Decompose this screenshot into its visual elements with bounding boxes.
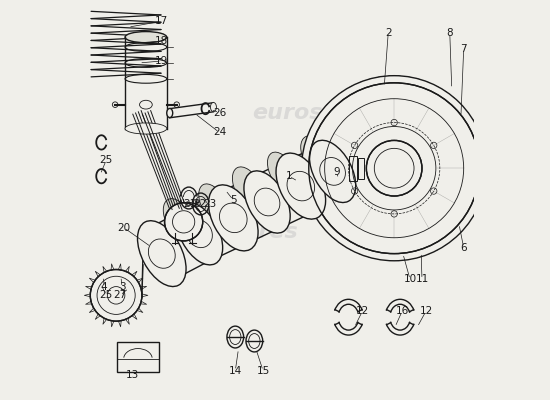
Text: 24: 24 — [213, 128, 226, 138]
Text: 14: 14 — [229, 366, 242, 376]
Text: 23: 23 — [203, 199, 216, 209]
Ellipse shape — [138, 221, 186, 286]
Text: 12: 12 — [356, 306, 369, 316]
Ellipse shape — [199, 184, 228, 224]
Text: 3: 3 — [119, 282, 125, 292]
Ellipse shape — [125, 123, 167, 134]
Text: 16: 16 — [395, 306, 409, 316]
Text: 5: 5 — [230, 195, 236, 205]
Text: 22: 22 — [193, 199, 206, 209]
Text: 10: 10 — [404, 274, 416, 284]
Ellipse shape — [177, 203, 223, 265]
Ellipse shape — [233, 167, 263, 209]
Text: 2: 2 — [385, 28, 392, 38]
Circle shape — [366, 140, 422, 196]
Text: eurospares: eurospares — [157, 222, 298, 242]
Ellipse shape — [267, 152, 297, 192]
Text: 6: 6 — [460, 243, 467, 253]
Ellipse shape — [301, 136, 332, 178]
Text: 20: 20 — [118, 223, 130, 233]
Ellipse shape — [163, 199, 195, 241]
Text: 27: 27 — [113, 290, 127, 300]
Ellipse shape — [167, 108, 173, 118]
Text: 1: 1 — [285, 171, 292, 181]
Ellipse shape — [211, 102, 216, 112]
Text: 17: 17 — [155, 16, 168, 26]
Text: 25: 25 — [100, 155, 113, 165]
Ellipse shape — [244, 171, 290, 233]
Ellipse shape — [276, 153, 326, 219]
Bar — [358, 158, 364, 178]
Circle shape — [164, 203, 203, 241]
Text: 4: 4 — [101, 282, 107, 292]
Text: 21: 21 — [183, 199, 196, 209]
Text: eurospares: eurospares — [252, 103, 393, 123]
Text: 25: 25 — [100, 290, 113, 300]
Text: 19: 19 — [155, 56, 168, 66]
Ellipse shape — [208, 185, 258, 251]
Circle shape — [309, 83, 480, 254]
Ellipse shape — [310, 140, 356, 202]
Text: 9: 9 — [333, 167, 340, 177]
Text: 15: 15 — [256, 366, 270, 376]
Circle shape — [90, 270, 142, 321]
Circle shape — [301, 76, 487, 261]
Text: 8: 8 — [447, 28, 453, 38]
Text: 26: 26 — [213, 108, 226, 118]
Ellipse shape — [140, 100, 152, 109]
Text: 7: 7 — [460, 44, 467, 54]
Text: 18: 18 — [155, 36, 168, 46]
Text: 11: 11 — [415, 274, 428, 284]
Ellipse shape — [125, 32, 167, 43]
Text: 13: 13 — [125, 370, 139, 380]
Bar — [349, 156, 358, 181]
Text: 12: 12 — [419, 306, 432, 316]
